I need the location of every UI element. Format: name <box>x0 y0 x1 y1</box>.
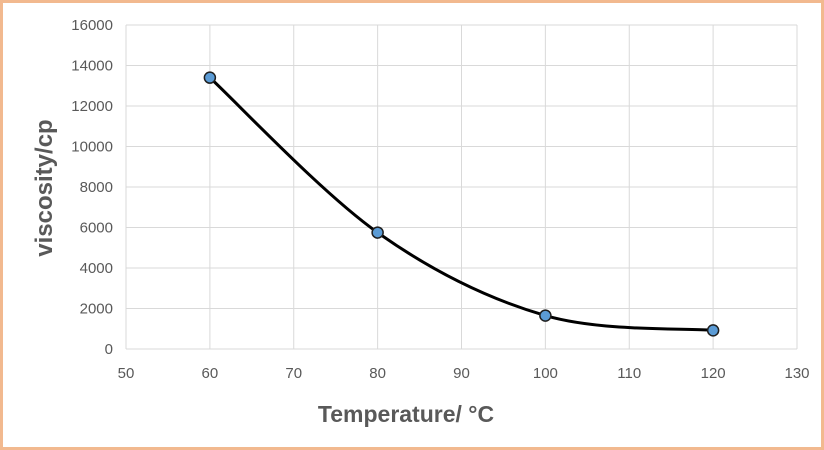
x-tick-label: 50 <box>118 365 135 382</box>
data-point <box>539 309 552 322</box>
y-tick-labels: 0 2000 4000 6000 8000 10000 12000 14000 16000 <box>71 17 113 358</box>
y-axis-title: viscosity/cp <box>31 119 58 256</box>
x-tick-label: 70 <box>285 365 302 382</box>
x-tick-label: 130 <box>784 365 809 382</box>
data-point <box>371 226 384 239</box>
y-tick-label: 16000 <box>71 17 113 34</box>
x-tick-labels: 50 60 70 80 90 100 110 120 130 <box>118 365 810 382</box>
data-point <box>203 71 217 84</box>
x-tick-label: 100 <box>533 365 558 382</box>
data-point <box>706 324 720 337</box>
x-tick-label: 90 <box>453 365 470 382</box>
x-axis-title: Temperature/ °C <box>318 401 494 427</box>
y-tick-label: 14000 <box>71 58 113 75</box>
y-tick-label: 8000 <box>80 179 113 196</box>
series-points <box>203 71 720 337</box>
grid-lines <box>125 24 798 350</box>
y-tick-label: 12000 <box>71 98 113 115</box>
y-tick-label: 4000 <box>80 260 113 277</box>
x-tick-label: 60 <box>202 365 219 382</box>
y-tick-label: 10000 <box>71 139 113 156</box>
x-tick-label: 80 <box>369 365 386 382</box>
y-tick-label: 6000 <box>80 220 113 237</box>
x-tick-label: 110 <box>617 365 641 382</box>
x-tick-label: 120 <box>701 365 726 382</box>
y-tick-label: 0 <box>105 341 113 358</box>
series-line <box>208 76 714 332</box>
y-tick-label: 2000 <box>80 301 113 318</box>
